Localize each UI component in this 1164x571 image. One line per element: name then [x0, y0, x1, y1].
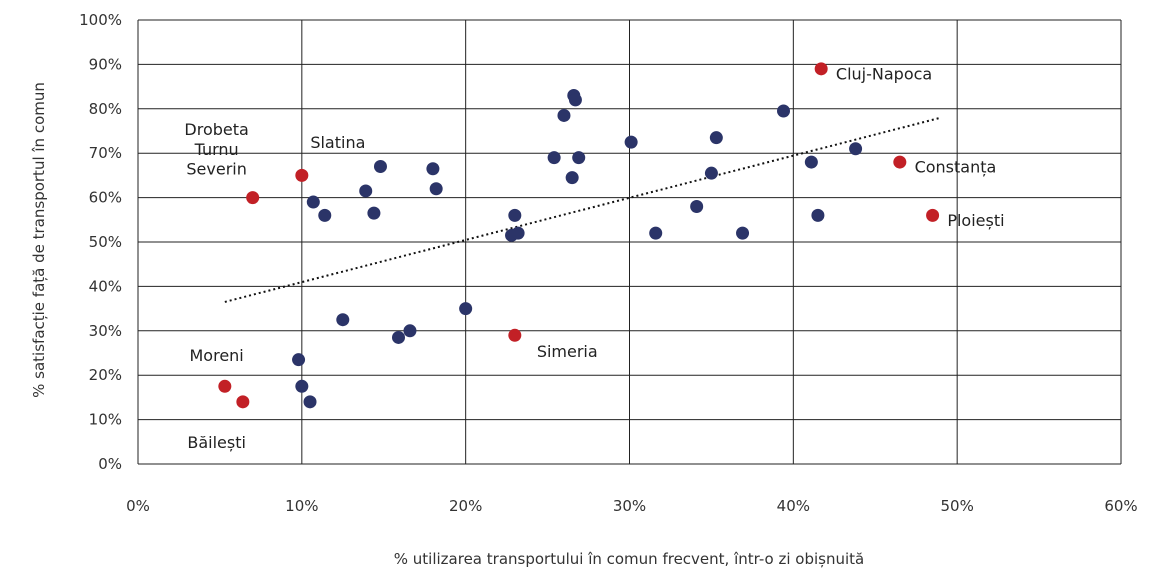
- data-point: [292, 353, 306, 367]
- data-point: [690, 199, 704, 213]
- data-point: [804, 155, 818, 169]
- data-point: [426, 162, 440, 176]
- grid-lines: [137, 19, 1122, 465]
- data-point: [704, 166, 718, 180]
- data-points: [218, 62, 940, 409]
- highlighted-point: [295, 168, 309, 182]
- data-point: [572, 151, 586, 165]
- highlighted-point: [814, 62, 828, 76]
- city-label: Moreni: [190, 346, 244, 365]
- y-tick-label: 90%: [89, 55, 122, 73]
- trendline: [224, 116, 942, 303]
- y-tick-label: 10%: [89, 411, 122, 429]
- data-point: [849, 142, 863, 156]
- city-label: Ploiești: [947, 211, 1004, 230]
- data-point: [359, 184, 373, 198]
- x-axis-ticks: 0% 10% 20% 30% 40% 50% 60%: [126, 497, 1138, 515]
- data-point: [336, 313, 350, 327]
- city-label: Severin: [186, 160, 246, 179]
- data-point: [295, 379, 309, 393]
- data-point: [568, 93, 582, 107]
- highlighted-point: [893, 155, 907, 169]
- highlighted-point: [218, 379, 232, 393]
- city-label: Drobeta: [184, 120, 248, 139]
- city-label: Slatina: [310, 133, 365, 152]
- y-tick-label: 70%: [89, 144, 122, 162]
- x-tick-label: 50%: [940, 497, 973, 515]
- y-tick-label: 30%: [89, 322, 122, 340]
- city-label: Turnu: [194, 140, 239, 159]
- city-label: Băilești: [187, 433, 246, 452]
- y-axis-label: % satisfacție față de transportul în com…: [30, 82, 48, 398]
- y-tick-label: 100%: [79, 11, 122, 29]
- x-tick-label: 60%: [1104, 497, 1137, 515]
- highlighted-point: [508, 328, 522, 342]
- data-point: [811, 208, 825, 222]
- x-tick-label: 40%: [777, 497, 810, 515]
- highlighted-point: [246, 191, 260, 205]
- data-point: [429, 182, 443, 196]
- y-tick-label: 40%: [89, 277, 122, 295]
- data-point: [736, 226, 750, 240]
- y-tick-label: 0%: [98, 455, 122, 473]
- city-label: Constanța: [915, 158, 997, 177]
- data-point: [649, 226, 663, 240]
- data-point: [624, 135, 638, 149]
- x-axis-label: % utilizarea transportului în comun frec…: [394, 550, 864, 568]
- y-axis-ticks: 0% 10% 20% 30% 40% 50% 60% 70% 80% 90% 100%: [79, 11, 122, 473]
- data-point: [391, 330, 405, 344]
- data-point: [511, 226, 525, 240]
- data-point: [318, 208, 332, 222]
- y-tick-label: 80%: [89, 100, 122, 118]
- data-point: [508, 208, 522, 222]
- x-tick-label: 30%: [613, 497, 646, 515]
- data-point: [403, 324, 417, 338]
- data-point: [367, 206, 381, 220]
- data-point: [459, 302, 473, 316]
- data-point: [777, 104, 791, 118]
- data-point: [303, 395, 317, 409]
- data-point: [565, 171, 579, 185]
- highlighted-point: [926, 208, 940, 222]
- city-label: Cluj-Napoca: [836, 64, 932, 83]
- y-tick-label: 20%: [89, 366, 122, 384]
- data-point: [306, 195, 320, 209]
- data-point: [557, 108, 571, 122]
- x-tick-label: 0%: [126, 497, 150, 515]
- y-tick-label: 50%: [89, 233, 122, 251]
- data-point: [547, 151, 561, 165]
- x-tick-label: 10%: [285, 497, 318, 515]
- highlighted-point: [236, 395, 250, 409]
- city-label: Simeria: [537, 342, 598, 361]
- data-point: [373, 160, 387, 174]
- data-point: [709, 131, 723, 145]
- x-tick-label: 20%: [449, 497, 482, 515]
- y-tick-label: 60%: [89, 189, 122, 207]
